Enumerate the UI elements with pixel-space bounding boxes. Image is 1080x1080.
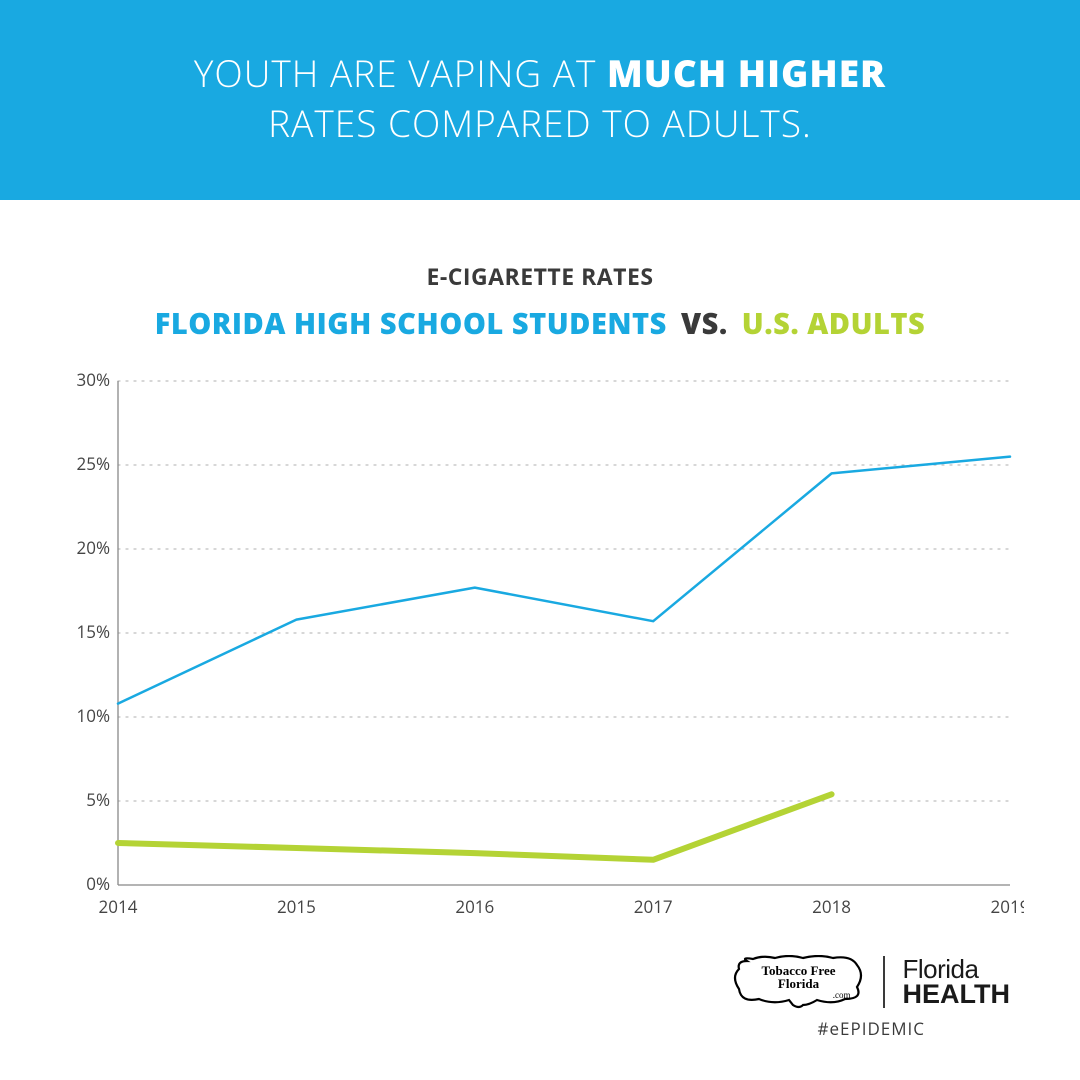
svg-text:0%: 0% bbox=[86, 872, 110, 895]
florida-health-logo: Florida HEALTH bbox=[903, 958, 1011, 1007]
footer-logos: Tobacco Free Florida .com Florida HEALTH bbox=[733, 955, 1011, 1009]
series-us-adults bbox=[118, 794, 832, 860]
line-chart: 0% 5% 10% 15% 20% 25% 30% 2014 2015 2016 2017 2018 2… bbox=[56, 371, 1024, 931]
chart-subtitle: FLORIDA HIGH SCHOOL STUDENTS VS. U.S. AD… bbox=[0, 304, 1080, 343]
svg-text:5%: 5% bbox=[86, 788, 110, 811]
svg-text:2017: 2017 bbox=[634, 895, 673, 918]
subtitle-vs: VS. bbox=[681, 304, 728, 343]
chart-container: 0% 5% 10% 15% 20% 25% 30% 2014 2015 2016 2017 2018 2… bbox=[56, 371, 1024, 931]
hashtag: #eEPIDEMIC bbox=[818, 1017, 925, 1040]
logo-divider bbox=[883, 956, 885, 1008]
subtitle-series-a: FLORIDA HIGH SCHOOL STUDENTS bbox=[155, 304, 667, 343]
chart-header: E-CIGARETTE RATES FLORIDA HIGH SCHOOL ST… bbox=[0, 260, 1080, 343]
tff-suffix: .com bbox=[833, 991, 851, 1000]
fl-health-line1: Florida bbox=[903, 958, 1011, 982]
tobacco-free-florida-logo: Tobacco Free Florida .com bbox=[733, 955, 865, 1009]
banner-line-1: YOUTH ARE VAPING AT MUCH HIGHER bbox=[60, 48, 1020, 98]
chart-suptitle: E-CIGARETTE RATES bbox=[0, 260, 1080, 292]
series-fl-students bbox=[118, 456, 1010, 703]
banner-line-2: RATES COMPARED TO ADULTS. bbox=[60, 98, 1020, 148]
svg-text:25%: 25% bbox=[77, 452, 111, 475]
fl-health-line2: HEALTH bbox=[903, 982, 1011, 1007]
header-banner: YOUTH ARE VAPING AT MUCH HIGHER RATES CO… bbox=[0, 0, 1080, 200]
svg-text:30%: 30% bbox=[77, 371, 111, 391]
svg-text:2015: 2015 bbox=[277, 895, 316, 918]
svg-text:20%: 20% bbox=[77, 536, 111, 559]
tff-line2: Florida bbox=[778, 977, 819, 990]
banner-text-bold: MUCH HIGHER bbox=[607, 47, 886, 98]
subtitle-series-b: U.S. ADULTS bbox=[742, 304, 926, 343]
svg-text:10%: 10% bbox=[77, 704, 111, 727]
svg-text:2019: 2019 bbox=[991, 895, 1024, 918]
tff-logo-text: Tobacco Free Florida .com bbox=[733, 955, 865, 1009]
svg-text:2016: 2016 bbox=[455, 895, 494, 918]
svg-text:2018: 2018 bbox=[812, 895, 851, 918]
banner-text-pre: YOUTH ARE VAPING AT bbox=[194, 47, 607, 98]
svg-text:2014: 2014 bbox=[99, 895, 138, 918]
svg-text:15%: 15% bbox=[77, 620, 111, 643]
footer: Tobacco Free Florida .com Florida HEALTH… bbox=[733, 955, 1011, 1040]
